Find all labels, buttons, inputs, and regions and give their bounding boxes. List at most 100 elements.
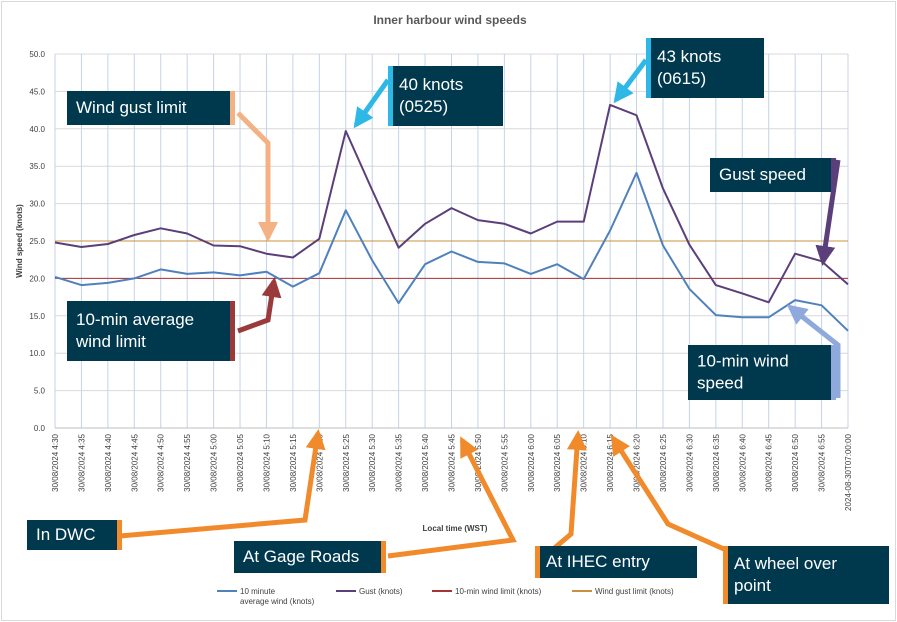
x-tick-label: 30/08/2024 6:05 xyxy=(553,433,562,491)
y-tick-label: 20.0 xyxy=(29,274,45,283)
y-tick-label: 25.0 xyxy=(29,237,45,246)
y-tick-label: 50.0 xyxy=(29,50,45,59)
callout-text: (0615) xyxy=(657,69,706,88)
callout-text: (0525) xyxy=(399,97,448,116)
x-tick-label: 30/08/2024 6:20 xyxy=(633,433,642,491)
callout-wheel: At wheel over point xyxy=(723,546,889,604)
callout-text: 43 knots xyxy=(657,47,721,66)
y-tick-label: 40.0 xyxy=(29,125,45,134)
callout-text: In DWC xyxy=(36,525,96,544)
callout-text: Wind gust limit xyxy=(76,98,187,117)
x-tick-label: 30/08/2024 6:15 xyxy=(606,433,615,491)
legend-item-0: 10 minute average wind (knots) xyxy=(217,587,315,606)
callout-text: At wheel over xyxy=(734,554,837,573)
y-axis-ticks: 0.0 5.0 10.0 15.0 20.0 25.0 30.0 35.0 40.0 45.0 50… xyxy=(29,50,45,433)
annotation-callouts: Wind gust limit 10-min average wind limit 4… xyxy=(27,38,889,604)
callout-accent xyxy=(831,345,836,400)
callout-text: 10-min average xyxy=(76,310,194,329)
callout-accent xyxy=(230,301,235,361)
callout-ihec: At IHEC entry xyxy=(535,546,697,578)
callout-peak2: 43 knots (0615) xyxy=(646,38,764,98)
y-axis-title: Wind speed (knots) xyxy=(15,204,24,278)
callout-accent xyxy=(831,158,836,192)
callout-text: At Gage Roads xyxy=(243,547,359,566)
callout-text: speed xyxy=(697,374,743,393)
callout-dwc: In DWC xyxy=(27,520,122,550)
peak1-arrow xyxy=(353,78,391,129)
callout-accent xyxy=(535,546,540,578)
x-tick-label: 30/08/2024 6:50 xyxy=(791,433,800,491)
callout-box xyxy=(27,520,122,550)
y-tick-label: 35.0 xyxy=(29,162,45,171)
callout-box xyxy=(67,91,235,125)
y-tick-label: 5.0 xyxy=(34,387,46,396)
gust-limit-arrow xyxy=(236,111,278,242)
avg-limit-arrow xyxy=(237,277,282,334)
callout-box xyxy=(388,66,503,126)
x-tick-label: 30/08/2024 5:25 xyxy=(342,433,351,491)
callout-accent xyxy=(117,520,122,550)
x-tick-label: 30/08/2024 4:50 xyxy=(157,433,166,491)
y-tick-label: 10.0 xyxy=(29,349,45,358)
callout-box xyxy=(688,345,836,400)
x-tick-label: 30/08/2024 5:45 xyxy=(448,433,457,491)
legend-item-2: 10-min wind limit (knots) xyxy=(432,587,542,596)
callout-text: 40 knots xyxy=(399,75,463,94)
callout-box xyxy=(67,301,235,361)
callout-box xyxy=(723,546,889,604)
callout-accent xyxy=(381,541,386,573)
x-tick-label: 30/08/2024 5:35 xyxy=(395,433,404,491)
y-tick-label: 0.0 xyxy=(34,424,46,433)
x-tick-label: 30/08/2024 5:15 xyxy=(289,433,298,491)
x-tick-label: 30/08/2024 5:20 xyxy=(315,433,324,491)
callout-text: point xyxy=(734,576,771,595)
x-tick-label: 30/08/2024 6:45 xyxy=(765,433,774,491)
x-tick-label: 30/08/2024 6:25 xyxy=(659,433,668,491)
callout-text: Gust speed xyxy=(719,165,806,184)
callout-avg-speed: 10-min wind speed xyxy=(688,345,836,400)
x-axis-ticks: 30/08/2024 4:30 30/08/2024 4:35 30/08/2024… xyxy=(51,433,853,511)
callout-box xyxy=(535,546,697,578)
x-tick-label: 30/08/2024 4:35 xyxy=(77,433,86,491)
legend: 10 minute average wind (knots) Gust (knots… xyxy=(217,587,674,606)
y-tick-label: 45.0 xyxy=(29,87,45,96)
x-tick-label: 30/08/2024 6:55 xyxy=(818,433,827,491)
callout-box xyxy=(234,541,386,573)
avg-speed-arrow xyxy=(786,304,841,398)
y-tick-label: 30.0 xyxy=(29,200,45,209)
x-tick-label: 30/08/2024 5:00 xyxy=(210,433,219,491)
x-tick-label: 30/08/2024 4:40 xyxy=(104,433,113,491)
callout-box xyxy=(646,38,764,98)
callout-text: At IHEC entry xyxy=(546,552,650,571)
x-tick-label: 30/08/2024 6:30 xyxy=(685,433,694,491)
series-lines xyxy=(54,103,849,332)
x-tick-label: 30/08/2024 5:10 xyxy=(262,433,271,491)
chart-title: Inner harbour wind speeds xyxy=(373,13,527,27)
x-tick-label: 30/08/2024 5:50 xyxy=(474,433,483,491)
y-tick-label: 15.0 xyxy=(29,312,45,321)
callout-gust-limit: Wind gust limit xyxy=(67,91,235,125)
callout-accent xyxy=(388,66,393,126)
dwc-arrow xyxy=(119,429,326,539)
legend-label: 10-min wind limit (knots) xyxy=(455,587,542,596)
x-tick-label: 30/08/2024 6:35 xyxy=(712,433,721,491)
callout-accent xyxy=(230,91,235,125)
legend-label: Wind gust limit (knots) xyxy=(595,587,674,596)
series-line-0 xyxy=(54,171,849,332)
callout-peak1: 40 knots (0525) xyxy=(388,66,503,126)
callout-accent xyxy=(646,38,651,98)
x-tick-label: 30/08/2024 5:30 xyxy=(368,433,377,491)
callout-gage: At Gage Roads xyxy=(234,541,386,573)
callout-accent xyxy=(723,546,728,604)
x-tick-label: 2024-08-30T07:00:00 xyxy=(844,433,853,511)
x-tick-label: 30/08/2024 4:55 xyxy=(183,433,192,491)
x-axis-title: Local time (WST) xyxy=(423,524,488,533)
x-tick-label: 30/08/2024 4:45 xyxy=(130,433,139,491)
series-line-1 xyxy=(54,103,849,304)
callout-box xyxy=(710,158,836,192)
x-tick-label: 30/08/2024 5:05 xyxy=(236,433,245,491)
legend-item-3: Wind gust limit (knots) xyxy=(572,587,674,596)
callout-avg-limit: 10-min average wind limit xyxy=(67,301,235,361)
legend-label: 10 minute average wind (knots) xyxy=(240,587,315,606)
callout-text: wind limit xyxy=(75,332,146,351)
